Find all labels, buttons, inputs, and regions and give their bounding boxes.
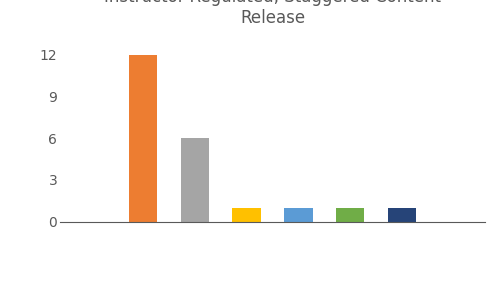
Bar xyxy=(128,55,157,222)
Bar xyxy=(388,208,416,222)
Title: Instructor-Regulated, Staggered Content
Release: Instructor-Regulated, Staggered Content … xyxy=(104,0,441,27)
Bar xyxy=(232,208,261,222)
Bar xyxy=(336,208,364,222)
Bar xyxy=(284,208,312,222)
Bar xyxy=(180,138,209,222)
